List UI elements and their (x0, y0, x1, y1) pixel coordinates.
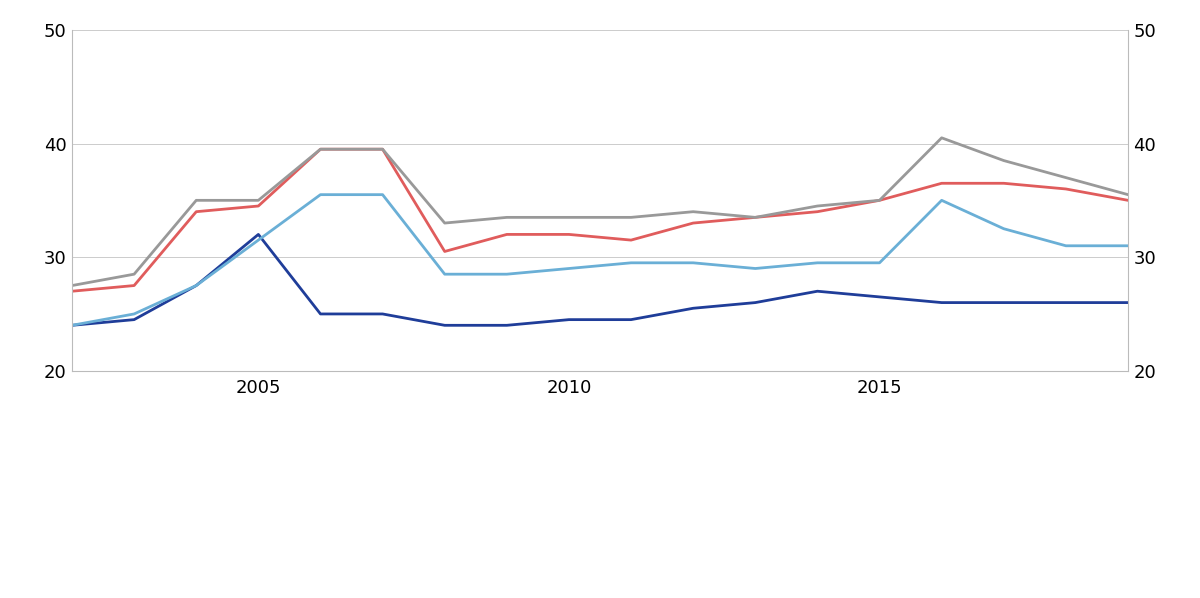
+tilbakeholdte overskudd, bolig mv. og offentlige tjenester (190, 282, 204, 289)
+tilbakeholdte overskudd og bolig mv. (127, 270, 142, 277)
Offisiell statistikk (438, 322, 452, 329)
Offisiell statistikk (127, 316, 142, 323)
Offisiell statistikk (313, 310, 328, 318)
Offisiell statistikk (996, 299, 1010, 306)
Line: +tilbakeholdte overskudd: +tilbakeholdte overskudd (72, 150, 1128, 291)
Offisiell statistikk (872, 293, 887, 300)
Offisiell statistikk (935, 299, 949, 306)
+tilbakeholdte overskudd og bolig mv. (251, 197, 265, 204)
Offisiell statistikk (562, 316, 576, 323)
+tilbakeholdte overskudd (438, 248, 452, 255)
+tilbakeholdte overskudd og bolig mv. (1058, 174, 1073, 181)
+tilbakeholdte overskudd, bolig mv. og offentlige tjenester (562, 265, 576, 272)
+tilbakeholdte overskudd (562, 231, 576, 238)
+tilbakeholdte overskudd (748, 214, 762, 221)
+tilbakeholdte overskudd (190, 208, 204, 215)
Offisiell statistikk (1058, 299, 1073, 306)
+tilbakeholdte overskudd, bolig mv. og offentlige tjenester (996, 225, 1010, 233)
+tilbakeholdte overskudd og bolig mv. (872, 197, 887, 204)
+tilbakeholdte overskudd og bolig mv. (996, 157, 1010, 164)
+tilbakeholdte overskudd, bolig mv. og offentlige tjenester (499, 270, 514, 277)
+tilbakeholdte overskudd, bolig mv. og offentlige tjenester (1121, 242, 1135, 249)
+tilbakeholdte overskudd, bolig mv. og offentlige tjenester (624, 260, 638, 267)
+tilbakeholdte overskudd og bolig mv. (624, 214, 638, 221)
+tilbakeholdte overskudd, bolig mv. og offentlige tjenester (251, 236, 265, 244)
+tilbakeholdte overskudd (686, 219, 701, 227)
+tilbakeholdte overskudd, bolig mv. og offentlige tjenester (872, 260, 887, 267)
Offisiell statistikk (1121, 299, 1135, 306)
Offisiell statistikk (251, 231, 265, 238)
Offisiell statistikk (499, 322, 514, 329)
Line: +tilbakeholdte overskudd, bolig mv. og offentlige tjenester: +tilbakeholdte overskudd, bolig mv. og o… (72, 195, 1128, 325)
Line: +tilbakeholdte overskudd og bolig mv.: +tilbakeholdte overskudd og bolig mv. (72, 138, 1128, 286)
+tilbakeholdte overskudd og bolig mv. (810, 202, 824, 210)
Offisiell statistikk (686, 305, 701, 312)
+tilbakeholdte overskudd (313, 146, 328, 153)
Offisiell statistikk (376, 310, 390, 318)
+tilbakeholdte overskudd og bolig mv. (499, 214, 514, 221)
+tilbakeholdte overskudd (376, 146, 390, 153)
+tilbakeholdte overskudd (127, 282, 142, 289)
+tilbakeholdte overskudd, bolig mv. og offentlige tjenester (127, 310, 142, 318)
+tilbakeholdte overskudd, bolig mv. og offentlige tjenester (935, 197, 949, 204)
+tilbakeholdte overskudd og bolig mv. (686, 208, 701, 215)
Offisiell statistikk (810, 288, 824, 295)
+tilbakeholdte overskudd (872, 197, 887, 204)
+tilbakeholdte overskudd og bolig mv. (313, 146, 328, 153)
+tilbakeholdte overskudd, bolig mv. og offentlige tjenester (748, 265, 762, 272)
+tilbakeholdte overskudd (499, 231, 514, 238)
+tilbakeholdte overskudd og bolig mv. (190, 197, 204, 204)
+tilbakeholdte overskudd (1121, 197, 1135, 204)
+tilbakeholdte overskudd (251, 202, 265, 210)
+tilbakeholdte overskudd (935, 179, 949, 187)
+tilbakeholdte overskudd (1058, 185, 1073, 193)
+tilbakeholdte overskudd, bolig mv. og offentlige tjenester (438, 270, 452, 277)
+tilbakeholdte overskudd, bolig mv. og offentlige tjenester (313, 191, 328, 199)
+tilbakeholdte overskudd, bolig mv. og offentlige tjenester (1058, 242, 1073, 249)
+tilbakeholdte overskudd (65, 288, 79, 295)
+tilbakeholdte overskudd og bolig mv. (65, 282, 79, 289)
+tilbakeholdte overskudd (810, 208, 824, 215)
+tilbakeholdte overskudd, bolig mv. og offentlige tjenester (686, 260, 701, 267)
+tilbakeholdte overskudd og bolig mv. (562, 214, 576, 221)
+tilbakeholdte overskudd (624, 236, 638, 244)
Offisiell statistikk (624, 316, 638, 323)
+tilbakeholdte overskudd, bolig mv. og offentlige tjenester (65, 322, 79, 329)
+tilbakeholdte overskudd og bolig mv. (438, 219, 452, 227)
+tilbakeholdte overskudd og bolig mv. (748, 214, 762, 221)
+tilbakeholdte overskudd og bolig mv. (935, 135, 949, 142)
Line: Offisiell statistikk: Offisiell statistikk (72, 234, 1128, 325)
Offisiell statistikk (190, 282, 204, 289)
+tilbakeholdte overskudd og bolig mv. (376, 146, 390, 153)
+tilbakeholdte overskudd (996, 179, 1010, 187)
Offisiell statistikk (65, 322, 79, 329)
+tilbakeholdte overskudd, bolig mv. og offentlige tjenester (376, 191, 390, 199)
Offisiell statistikk (748, 299, 762, 306)
+tilbakeholdte overskudd og bolig mv. (1121, 191, 1135, 199)
+tilbakeholdte overskudd, bolig mv. og offentlige tjenester (810, 260, 824, 267)
